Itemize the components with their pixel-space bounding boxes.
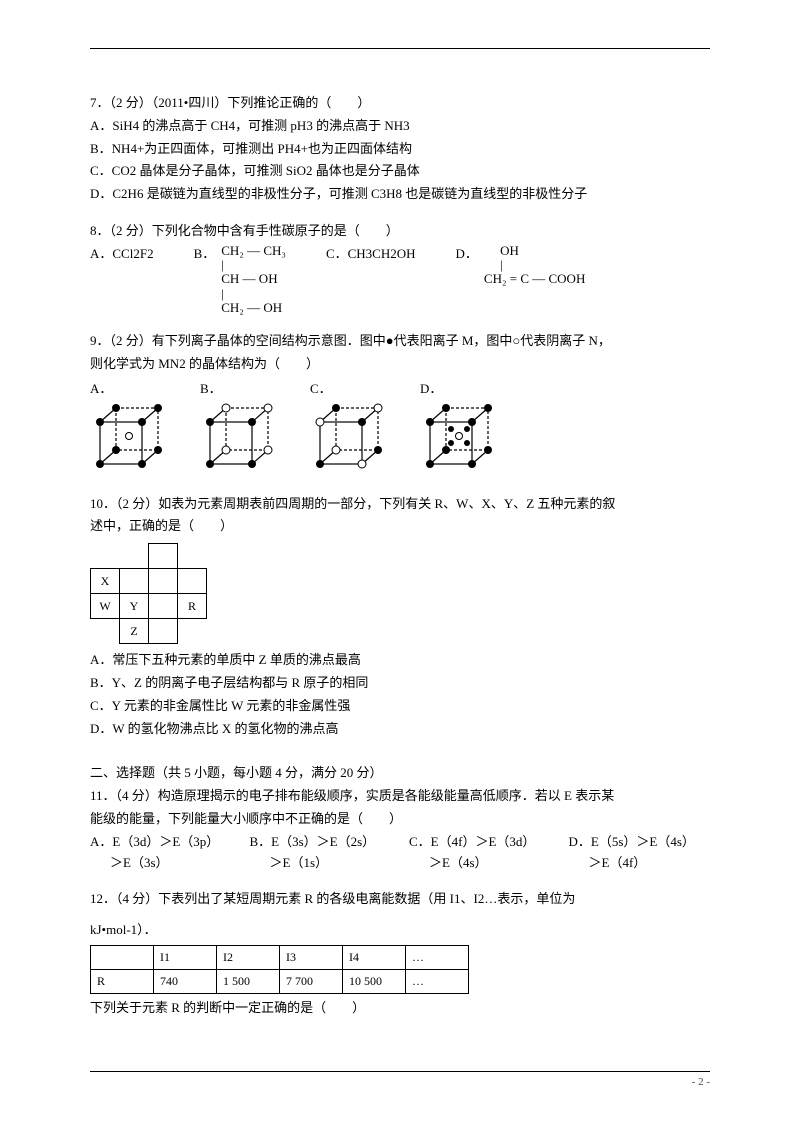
q11-a2: ＞E（3s） [90, 853, 232, 874]
q12-stem2: kJ•mol-1）． [90, 920, 710, 941]
q12-after: 下列关于元素 R 的判断中一定正确的是（ ） [90, 998, 710, 1019]
q11-opt-c: C．E（4f）＞E（3d） ＞E（4s） [409, 832, 551, 874]
q12-r1: 740 [154, 970, 217, 994]
q10-cell-y: Y [120, 594, 149, 619]
q10-opt-d: D．W 的氢化物沸点比 X 的氢化物的沸点高 [90, 719, 710, 740]
question-11: 11．（4 分）构造原理揭示的电子排布能级顺序，实质是各能级能量高低顺序．若以 … [90, 786, 710, 873]
q10-cell-w: W [91, 594, 120, 619]
q9-fig-a-wrap: A． [90, 379, 170, 478]
q8-b-l4: | [221, 287, 286, 301]
q9-fig-d [420, 402, 504, 478]
q11-opt-d: D．E（5s）＞E（4s） ＞E（4f） [569, 832, 711, 874]
q12-h3: I3 [280, 946, 343, 970]
question-8: 8．（2 分）下列化合物中含有手性碳原子的是（ ） A．CCl2F2 B． CH… [90, 221, 710, 315]
q12-h2: I2 [217, 946, 280, 970]
q10-stem1: 10．（2 分）如表为元素周期表前四周期的一部分，下列有关 R、W、X、Y、Z … [90, 494, 710, 515]
q11-options: A．E（3d）＞E（3p） ＞E（3s） B．E（3s）＞E（2s） ＞E（1s… [90, 832, 710, 874]
q8-b-label: B． [194, 244, 216, 265]
q7-opt-a: A．SiH4 的沸点高于 CH4，可推测 pH3 的沸点高于 NH3 [90, 116, 710, 137]
q8-d-l3: CH₂ = C — COOH [484, 272, 585, 286]
q10-opt-a: A．常压下五种元素的单质中 Z 单质的沸点最高 [90, 650, 710, 671]
q7-stem: 7．（2 分）（2011•四川）下列推论正确的（ ） [90, 93, 710, 114]
q8-opt-b: B． CH₂ — CH₃ | CH — OH | CH₂ — OH [194, 244, 286, 315]
q10-opt-b: B．Y、Z 的阴离子电子层结构都与 R 原子的相同 [90, 673, 710, 694]
top-rule [90, 48, 710, 49]
q9-stem2: 则化学式为 MN2 的晶体结构为（ ） [90, 354, 710, 375]
question-12: 12．（4 分）下表列出了某短周期元素 R 的各级电离能数据（用 I1、I2…表… [90, 889, 710, 1019]
q8-options: A．CCl2F2 B． CH₂ — CH₃ | CH — OH | CH₂ — … [90, 244, 710, 315]
q11-b2: ＞E（1s） [250, 853, 392, 874]
q12-h5: … [406, 946, 469, 970]
q12-stem1: 12．（4 分）下表列出了某短周期元素 R 的各级电离能数据（用 I1、I2…表… [90, 889, 710, 910]
q12-r5: … [406, 970, 469, 994]
q11-stem1: 11．（4 分）构造原理揭示的电子排布能级顺序，实质是各能级能量高低顺序．若以 … [90, 786, 710, 807]
q8-c-label: C．CH3CH2OH [326, 244, 416, 265]
q11-b1: B．E（3s）＞E（2s） [250, 832, 392, 853]
q9-fig-b [200, 402, 280, 478]
q10-stem2: 述中，正确的是（ ） [90, 516, 710, 537]
q8-stem: 8．（2 分）下列化合物中含有手性碳原子的是（ ） [90, 221, 710, 242]
page: 7．（2 分）（2011•四川）下列推论正确的（ ） A．SiH4 的沸点高于 … [0, 0, 800, 1132]
q9-d-label: D． [420, 379, 442, 400]
q11-opt-a: A．E（3d）＞E（3p） ＞E（3s） [90, 832, 232, 874]
q11-c1: C．E（4f）＞E（3d） [409, 832, 551, 853]
q9-a-label: A． [90, 379, 112, 400]
q9-stem1: 9．（2 分）有下列离子晶体的空间结构示意图．图中●代表阳离子 M，图中○代表阴… [90, 331, 710, 352]
q10-cell-x: X [91, 569, 120, 594]
footer-rule [90, 1071, 710, 1072]
q9-fig-a [90, 402, 170, 478]
q8-b-l2: | [221, 258, 286, 272]
q8-b-structure: CH₂ — CH₃ | CH — OH | CH₂ — OH [221, 244, 286, 315]
q8-d-l2: | [484, 258, 585, 272]
q9-fig-c [310, 402, 390, 478]
q9-fig-d-wrap: D． [420, 379, 504, 478]
q8-a-label: A．CCl2F2 [90, 244, 154, 265]
q11-c2: ＞E（4s） [409, 853, 551, 874]
q8-b-l5: CH₂ — OH [221, 301, 286, 315]
q8-d-label: D． [456, 244, 478, 265]
page-number: - 2 - [90, 1074, 710, 1092]
question-10: 10．（2 分）如表为元素周期表前四周期的一部分，下列有关 R、W、X、Y、Z … [90, 494, 710, 740]
question-7: 7．（2 分）（2011•四川）下列推论正确的（ ） A．SiH4 的沸点高于 … [90, 93, 710, 205]
page-footer: - 2 - [90, 1071, 710, 1092]
q9-fig-b-wrap: B． [200, 379, 280, 478]
q11-stem2: 能级的能量，下列能量大小顺序中不正确的是（ ） [90, 809, 710, 830]
q10-cell-r: R [178, 594, 207, 619]
q10-opt-c: C．Y 元素的非金属性比 W 元素的非金属性强 [90, 696, 710, 717]
q7-opt-b: B．NH4+为正四面体，可推测出 PH4+也为正四面体结构 [90, 139, 710, 160]
q12-header-row: I1 I2 I3 I4 … [91, 946, 469, 970]
q8-opt-a: A．CCl2F2 [90, 244, 154, 265]
q11-d1: D．E（5s）＞E（4s） [569, 832, 711, 853]
q11-opt-b: B．E（3s）＞E（2s） ＞E（1s） [250, 832, 392, 874]
question-9: 9．（2 分）有下列离子晶体的空间结构示意图．图中●代表阳离子 M，图中○代表阴… [90, 331, 710, 477]
q12-h4: I4 [343, 946, 406, 970]
q9-b-label: B． [200, 379, 222, 400]
q7-opt-c: C．CO2 晶体是分子晶体，可推测 SiO2 晶体也是分子晶体 [90, 161, 710, 182]
q12-table: I1 I2 I3 I4 … R 740 1 500 7 700 10 500 … [90, 945, 469, 994]
q12-r3: 7 700 [280, 970, 343, 994]
q12-r0: R [91, 970, 154, 994]
q9-fig-c-wrap: C． [310, 379, 390, 478]
q7-opt-d: D．C2H6 是碳链为直线型的非极性分子，可推测 C3H8 也是碳链为直线型的非… [90, 184, 710, 205]
q11-d2: ＞E（4f） [569, 853, 711, 874]
q12-r2: 1 500 [217, 970, 280, 994]
q8-b-l3: CH — OH [221, 272, 286, 286]
q10-periodic-table: X W Y R Z [90, 543, 236, 644]
q9-c-label: C． [310, 379, 332, 400]
q10-cell-z: Z [120, 619, 149, 644]
q12-h1: I1 [154, 946, 217, 970]
q8-d-l1: OH [484, 244, 585, 258]
q8-opt-d: D． OH | CH₂ = C — COOH [456, 244, 586, 287]
q9-figures: A． [90, 379, 710, 478]
section-2-heading: 二、选择题（共 5 小题，每小题 4 分，满分 20 分） [90, 763, 710, 784]
q8-opt-c: C．CH3CH2OH [326, 244, 416, 265]
q8-d-structure: OH | CH₂ = C — COOH [484, 244, 585, 287]
q12-h0 [91, 946, 154, 970]
q12-r4: 10 500 [343, 970, 406, 994]
q12-data-row: R 740 1 500 7 700 10 500 … [91, 970, 469, 994]
q11-a1: A．E（3d）＞E（3p） [90, 832, 232, 853]
q8-b-l1: CH₂ — CH₃ [221, 244, 286, 258]
